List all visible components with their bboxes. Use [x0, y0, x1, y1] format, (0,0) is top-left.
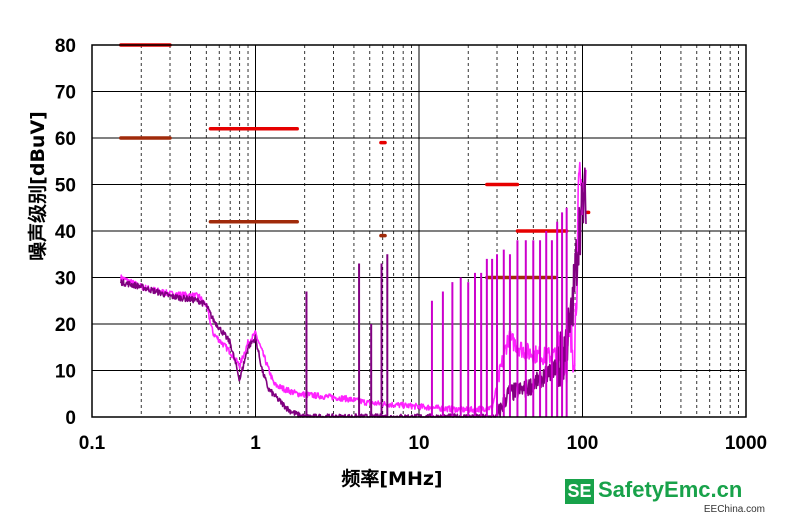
y-tick-label: 80 — [55, 36, 76, 57]
x-tick-label: 1 — [250, 433, 261, 454]
site-watermark: SE SafetyEmc.cn EEChina.com — [565, 474, 765, 516]
x-tick-label: 10 — [408, 433, 429, 454]
y-tick-label: 30 — [55, 269, 76, 290]
x-tick-label: 0.1 — [79, 433, 106, 454]
y-axis-title: 噪声级别[dBuV] — [26, 111, 49, 261]
watermark-subtext: EEChina.com — [703, 504, 765, 515]
x-tick-labels: 0.1 1 10 100 1000 — [79, 433, 767, 454]
x-axis-title: 频率[MHz] — [341, 467, 442, 490]
traces — [120, 161, 587, 418]
x-tick-label: 100 — [567, 433, 599, 454]
watermark-text: SafetyEmc.cn — [598, 477, 743, 502]
y-tick-label: 40 — [55, 222, 76, 243]
y-tick-label: 20 — [55, 315, 76, 336]
x-tick-label: 1000 — [725, 433, 767, 454]
y-tick-label: 0 — [65, 408, 76, 429]
watermark-badge: SE — [565, 479, 594, 504]
y-tick-label: 60 — [55, 129, 76, 150]
y-tick-label: 70 — [55, 83, 76, 104]
y-tick-label: 50 — [55, 176, 76, 197]
y-tick-labels: 0 10 20 30 40 50 60 70 80 — [55, 36, 76, 429]
y-tick-label: 10 — [55, 362, 76, 383]
plot-border — [91, 44, 747, 418]
